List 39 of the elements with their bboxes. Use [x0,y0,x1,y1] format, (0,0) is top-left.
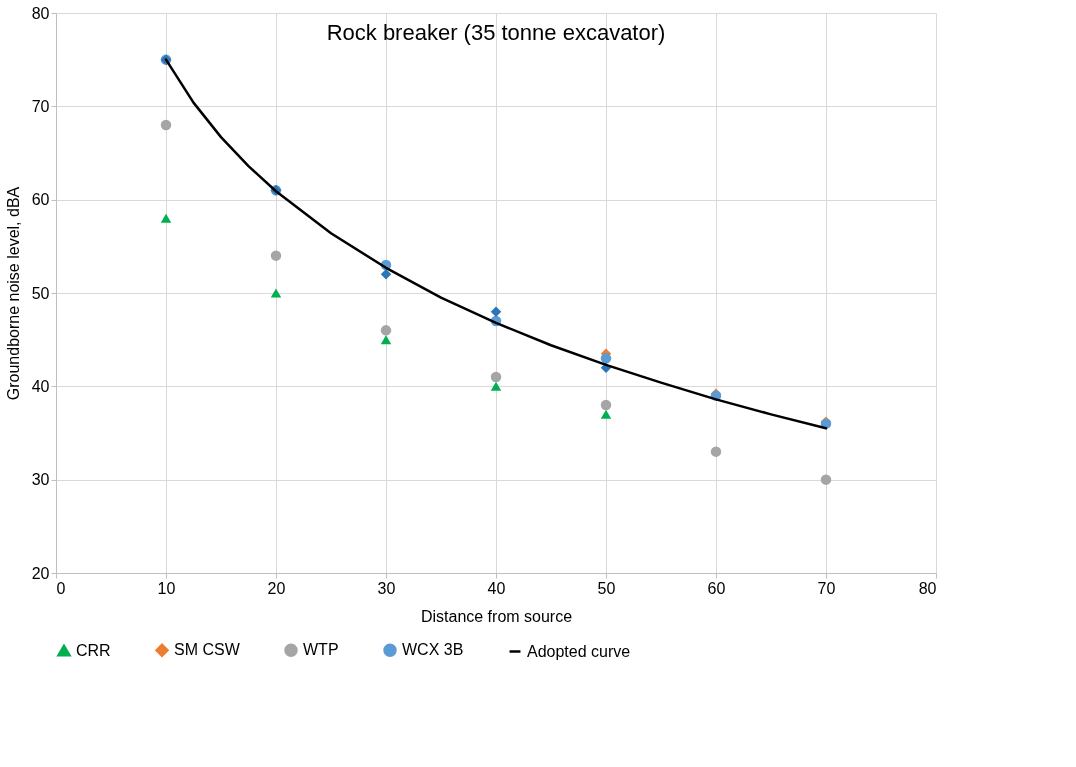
y-tick-label: 60 [31,191,50,209]
y-tick-label: 80 [31,4,50,22]
y-tick-label: 70 [31,97,50,115]
point [600,409,612,419]
legend-label: WCX 3B [402,641,464,659]
point [600,399,612,411]
point [820,474,832,485]
point [160,213,172,223]
x-tick-label: 50 [597,579,616,597]
x-tick-label: 0 [56,579,66,597]
y-axis-title: Groundborne noise level, dBA [4,186,22,401]
legend-label: Adopted curve [527,642,631,660]
point [380,325,392,336]
y-tick-label: 50 [31,284,50,302]
point [490,381,502,391]
point [600,353,612,364]
chart-title: Rock breaker (35 tonne excavator) [326,20,666,45]
x-tick-label: 80 [918,579,937,597]
x-tick-label: 60 [707,579,726,597]
legend-label: CRR [76,641,111,659]
point [380,335,392,345]
x-tick-label: 10 [157,579,176,597]
x-axis-title: Distance from source [420,607,573,625]
point [710,446,722,457]
y-tick-label: 40 [31,377,50,395]
point [270,288,282,298]
y-tick-label: 20 [31,564,50,582]
point [380,269,392,280]
y-tick-label: 30 [31,471,50,489]
x-tick-label: 20 [267,579,286,597]
x-tick-label: 30 [377,579,396,597]
point [270,250,282,261]
legend-label: WTP [303,641,339,659]
point [490,371,502,383]
point [490,306,502,317]
x-tick-label: 70 [817,579,836,597]
x-tick-label: 40 [487,579,506,597]
point [160,119,172,131]
legend-label: SM CSW [174,641,241,659]
